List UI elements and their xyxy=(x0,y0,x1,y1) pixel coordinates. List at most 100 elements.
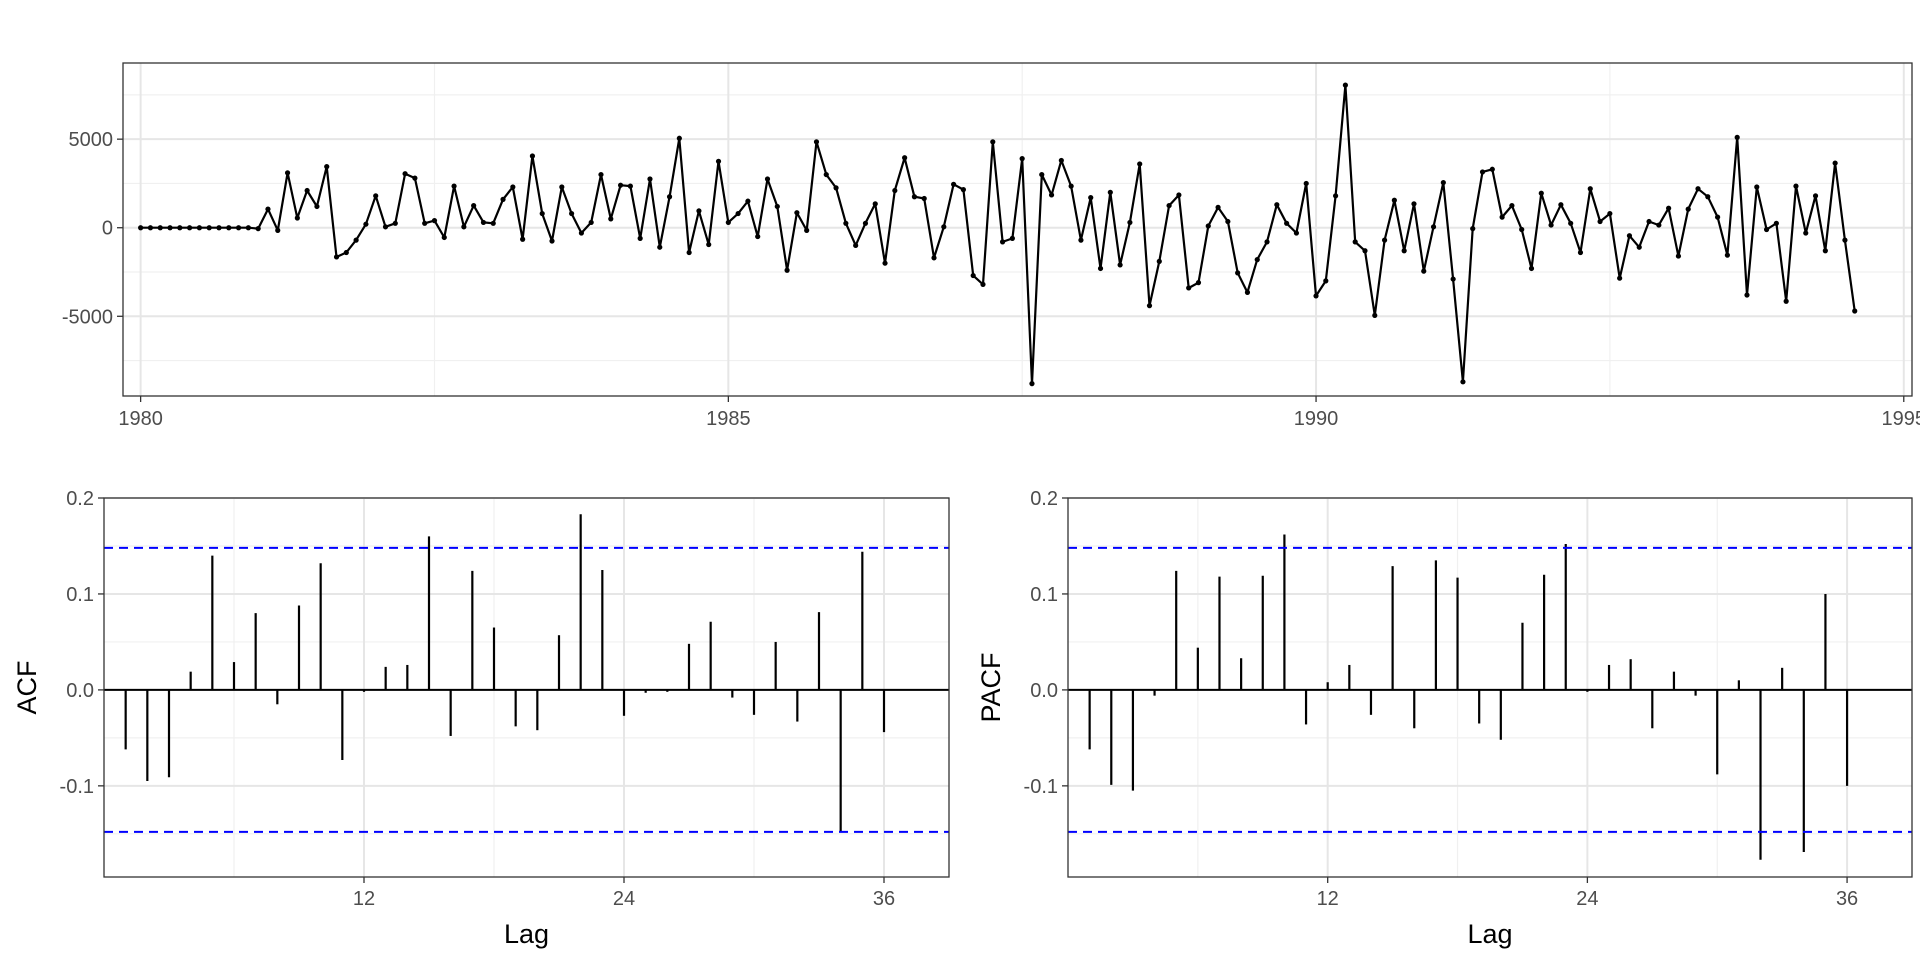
data-point xyxy=(941,224,947,230)
data-point xyxy=(1832,160,1838,166)
data-point xyxy=(461,224,467,230)
data-point xyxy=(1029,381,1035,387)
y-tick-label: 5000 xyxy=(69,129,114,151)
pacf-panel xyxy=(1062,497,1913,883)
data-point xyxy=(921,195,927,202)
data-point xyxy=(480,219,487,226)
data-point xyxy=(1773,220,1779,226)
data-point xyxy=(598,171,604,178)
y-tick-label: 0.2 xyxy=(1030,488,1058,510)
data-point xyxy=(402,171,408,177)
data-point xyxy=(147,225,154,231)
data-point xyxy=(1097,265,1104,272)
data-point xyxy=(764,176,771,182)
data-point xyxy=(725,219,731,226)
data-point xyxy=(157,225,163,231)
x-tick-label: 1990 xyxy=(1294,408,1339,430)
panel-border xyxy=(103,497,950,878)
x-tick-label: 36 xyxy=(873,888,895,910)
data-point xyxy=(206,225,212,231)
data-point xyxy=(353,237,359,243)
plot-background xyxy=(104,498,949,877)
data-point xyxy=(1009,235,1015,241)
data-point xyxy=(412,175,418,181)
data-point xyxy=(324,164,330,170)
data-point xyxy=(1333,193,1339,199)
x-tick-label: 24 xyxy=(1576,888,1598,910)
data-point xyxy=(304,187,310,194)
data-point xyxy=(804,227,810,233)
panel-border xyxy=(1067,497,1913,878)
data-point xyxy=(441,234,447,241)
data-point xyxy=(1146,303,1153,309)
data-point xyxy=(902,155,908,161)
data-point xyxy=(1822,248,1828,254)
data-point xyxy=(666,194,673,200)
data-point xyxy=(1401,248,1407,254)
data-point xyxy=(490,220,496,226)
plot-background xyxy=(1068,498,1912,877)
data-point xyxy=(1058,157,1064,164)
x-tick-label: 1985 xyxy=(706,408,751,430)
y-tick-label: 0.2 xyxy=(66,488,94,510)
data-point xyxy=(676,135,682,141)
data-point xyxy=(1666,205,1672,211)
data-point xyxy=(686,249,692,256)
data-point xyxy=(1215,204,1221,210)
data-point xyxy=(422,220,428,226)
data-point xyxy=(1724,252,1730,258)
data-point xyxy=(294,215,300,221)
data-point xyxy=(833,185,839,191)
data-point xyxy=(235,225,242,231)
data-point xyxy=(265,206,271,212)
y-axis-title: PACF xyxy=(976,652,1006,722)
data-point xyxy=(1479,169,1486,175)
data-point xyxy=(1244,289,1251,295)
data-point xyxy=(1225,218,1231,225)
data-point xyxy=(823,171,829,178)
time-series-panel xyxy=(117,62,1913,402)
data-point xyxy=(275,227,281,233)
data-point xyxy=(1842,237,1848,243)
data-point xyxy=(1127,219,1133,226)
data-point xyxy=(559,184,565,190)
data-point xyxy=(1205,223,1211,229)
data-point xyxy=(1812,193,1819,199)
data-point xyxy=(813,139,820,145)
data-point xyxy=(1597,218,1603,225)
data-point xyxy=(1577,249,1584,256)
data-point xyxy=(451,183,457,189)
data-point xyxy=(1489,166,1495,172)
data-point xyxy=(774,203,780,210)
data-point xyxy=(1019,156,1025,162)
data-point xyxy=(853,242,859,249)
data-point xyxy=(382,224,389,230)
data-point xyxy=(608,216,614,222)
data-point xyxy=(1293,230,1300,236)
data-point xyxy=(500,196,506,202)
data-point xyxy=(1626,233,1633,239)
data-point xyxy=(715,158,722,164)
data-point xyxy=(216,225,222,231)
data-point xyxy=(1548,222,1554,228)
data-point xyxy=(138,225,144,231)
data-point xyxy=(1734,134,1740,140)
data-point xyxy=(882,260,888,266)
data-point xyxy=(951,181,957,187)
data-point xyxy=(1048,192,1055,198)
y-tick-label: -5000 xyxy=(62,306,113,328)
data-point xyxy=(529,153,536,159)
data-point xyxy=(784,267,790,273)
y-tick-label: 0.0 xyxy=(1030,680,1058,702)
data-point xyxy=(1685,206,1691,212)
data-point xyxy=(510,184,516,190)
data-point xyxy=(1274,202,1280,208)
data-point xyxy=(1342,82,1348,88)
data-point xyxy=(1695,186,1701,192)
data-point xyxy=(999,239,1006,245)
data-point xyxy=(1078,237,1084,243)
data-point xyxy=(1568,220,1574,226)
data-point xyxy=(1195,280,1202,286)
data-point xyxy=(657,244,663,250)
data-point xyxy=(872,201,878,207)
